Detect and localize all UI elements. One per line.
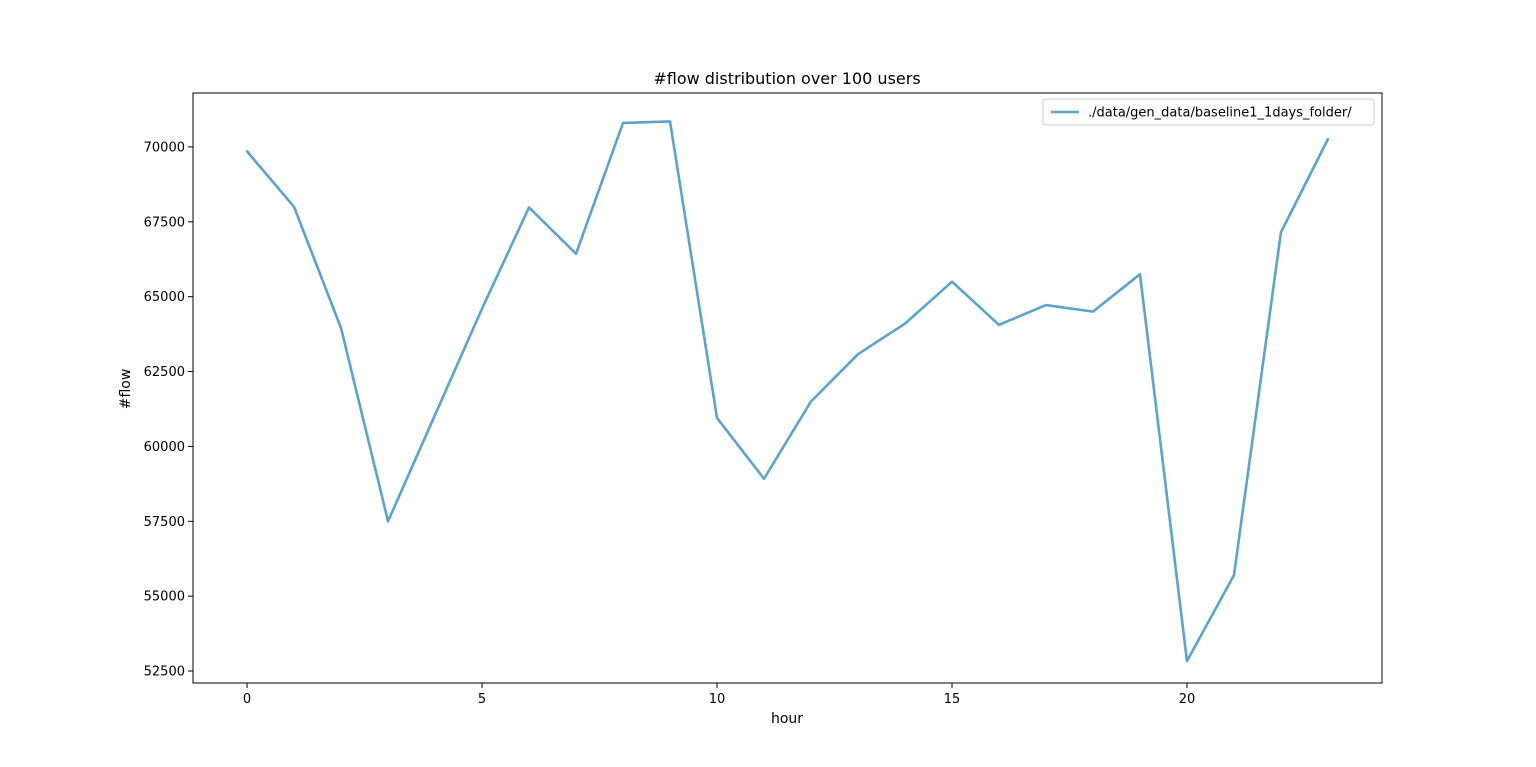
legend-box xyxy=(1042,98,1375,126)
y-tick-label: 57500 xyxy=(144,515,185,530)
y-axis: 52500 55000 57500 60000 62500 65000 67500 70000 xyxy=(144,140,193,680)
y-tick-label: 52500 xyxy=(144,665,185,680)
y-tick-label: 60000 xyxy=(144,440,185,455)
y-tick-label: 62500 xyxy=(144,365,185,380)
series-line xyxy=(245,120,1330,663)
y-tick-label: 70000 xyxy=(144,140,185,155)
chart-title: #flow distribution over 100 users xyxy=(653,69,920,88)
x-tick-label: 5 xyxy=(478,692,486,707)
y-tick-label: 65000 xyxy=(144,290,185,305)
x-tick-label: 20 xyxy=(1179,692,1196,707)
x-tick-label: 15 xyxy=(944,692,961,707)
plot-area xyxy=(192,92,1383,684)
x-axis-title: hour xyxy=(771,711,803,727)
x-tick-label: 10 xyxy=(709,692,726,707)
x-axis: 0 5 10 15 20 xyxy=(243,683,1195,707)
legend-label: ./data/gen_data/baseline1_1days_folder/ xyxy=(1088,106,1352,121)
y-tick-label: 55000 xyxy=(144,590,185,605)
y-tick-label: 67500 xyxy=(144,215,185,230)
y-axis-title: #flow xyxy=(118,369,134,410)
x-tick-label: 0 xyxy=(243,692,251,707)
plot-frame xyxy=(192,92,1383,684)
legend: ./data/gen_data/baseline1_1days_folder/ xyxy=(1042,98,1375,126)
